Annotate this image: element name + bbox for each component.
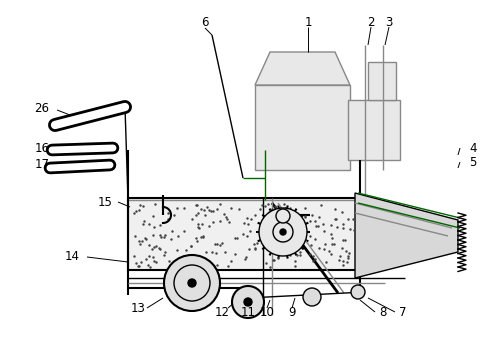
Text: 15: 15 xyxy=(98,196,112,209)
Bar xyxy=(255,85,350,170)
Bar xyxy=(128,198,360,270)
Text: 2: 2 xyxy=(367,15,375,28)
Circle shape xyxy=(259,208,307,256)
Text: 5: 5 xyxy=(470,155,476,168)
Text: 14: 14 xyxy=(64,251,80,264)
Text: 9: 9 xyxy=(288,307,296,320)
Text: 3: 3 xyxy=(386,15,392,28)
Bar xyxy=(368,62,396,100)
Text: 12: 12 xyxy=(214,307,230,320)
Text: 11: 11 xyxy=(240,307,256,320)
Circle shape xyxy=(276,209,290,223)
Text: 10: 10 xyxy=(260,307,274,320)
Circle shape xyxy=(188,279,196,287)
Text: 13: 13 xyxy=(130,302,146,314)
Text: 6: 6 xyxy=(201,17,209,29)
Text: 16: 16 xyxy=(34,141,50,154)
Circle shape xyxy=(351,285,365,299)
Text: 1: 1 xyxy=(304,15,312,28)
Text: 26: 26 xyxy=(34,102,50,115)
Text: 7: 7 xyxy=(399,306,407,318)
Bar xyxy=(348,100,400,160)
Circle shape xyxy=(303,288,321,306)
Circle shape xyxy=(244,298,252,306)
Circle shape xyxy=(280,229,286,235)
Text: 17: 17 xyxy=(34,159,50,172)
Circle shape xyxy=(164,255,220,311)
Text: 8: 8 xyxy=(380,306,386,318)
Circle shape xyxy=(232,286,264,318)
Polygon shape xyxy=(355,193,458,278)
Polygon shape xyxy=(255,52,350,85)
Text: 4: 4 xyxy=(469,141,477,154)
